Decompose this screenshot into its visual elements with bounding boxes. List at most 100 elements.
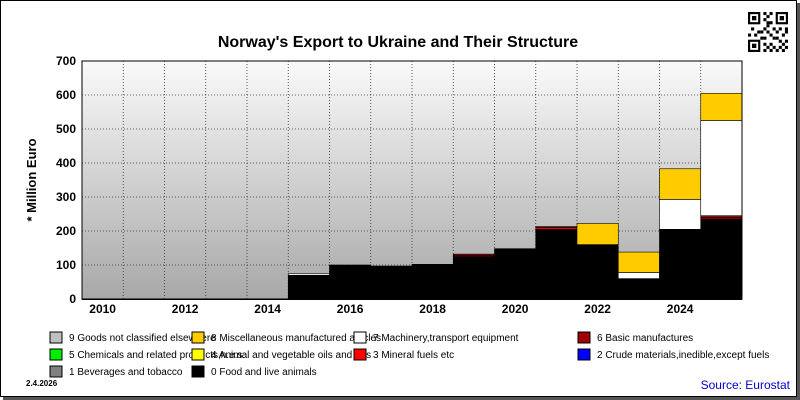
qr-module-30 — [763, 48, 767, 52]
qr-module-7 — [772, 27, 776, 31]
x-tick-2024: 2024 — [667, 302, 694, 316]
bar-2023-series-4 — [617, 251, 660, 273]
y-tick-2: 200 — [56, 224, 76, 238]
legend-label-5: 4 Animal and vegetable oils and fats — [211, 350, 371, 361]
x-axis-line — [82, 299, 742, 300]
qr-module-23 — [784, 39, 788, 43]
legend-swatch-0 — [49, 331, 63, 344]
legend-label-0: 9 Goods not classified elsewhere — [69, 333, 216, 344]
x-tick-labels: 2010 2012 2014 2016 2018 2020 2022 2024 — [89, 302, 694, 316]
y-tick-5: 500 — [56, 122, 76, 136]
y-tick-4: 400 — [56, 156, 76, 170]
qr-module-13 — [754, 33, 758, 37]
bar-2025-series-0 — [700, 218, 743, 300]
legend-swatch-8 — [49, 365, 63, 378]
legend-swatch-5 — [191, 348, 205, 361]
frame-shadow-bottom — [3, 397, 800, 400]
bar-2024-series-0 — [659, 229, 702, 300]
date-stamp: 2.4.2026 — [26, 379, 58, 388]
y-tick-7: 700 — [56, 54, 76, 68]
qr-module-31 — [769, 48, 773, 52]
qr-finder-dot-tl — [752, 16, 757, 21]
legend-label-9: 0 Food and live animals — [211, 367, 317, 378]
qr-module-10 — [751, 27, 755, 31]
bar-2015-series-0 — [287, 274, 330, 300]
qr-finder-dot-bl — [752, 43, 757, 48]
qr-module-35 — [760, 36, 764, 40]
bar-2020-series-0 — [494, 248, 537, 300]
legend-label-8: 1 Beverages and tobacco — [69, 367, 183, 378]
qr-module-24 — [763, 42, 767, 46]
qr-module-28 — [778, 45, 782, 49]
grid-lines — [82, 61, 742, 299]
qr-code-icon — [748, 12, 788, 52]
qr-module-1 — [766, 15, 770, 19]
bar-2021-series-0 — [535, 229, 578, 300]
y-tick-3: 300 — [56, 190, 76, 204]
legend-label-1: 8 Miscellaneous manufactured articles — [211, 333, 381, 344]
bar-2025-series-4 — [700, 93, 743, 121]
bar-2023-series-0 — [617, 278, 660, 300]
qr-module-36 — [775, 36, 779, 40]
qr-module-6 — [763, 27, 767, 31]
legend-swatch-1 — [191, 331, 205, 344]
bar-2018-series-0 — [411, 264, 454, 300]
bar-2019-series-2 — [452, 253, 495, 256]
y-tick-labels: 0 100 200 300 400 500 600 700 — [56, 54, 76, 306]
qr-module-27 — [772, 45, 776, 49]
qr-module-26 — [766, 45, 770, 49]
qr-module-37 — [781, 42, 785, 46]
y-tick-6: 600 — [56, 88, 76, 102]
chart-title: Norway's Export to Ukraine and Their Str… — [218, 34, 578, 51]
y-axis-label: * Million Euro — [24, 138, 39, 221]
legend-swatch-2 — [353, 331, 367, 344]
bar-2021-series-2 — [535, 226, 578, 228]
qr-module-14 — [760, 30, 764, 34]
legend-swatch-9 — [191, 365, 205, 378]
y-tick-0: 0 — [69, 292, 76, 306]
bar-2022-series-0 — [576, 244, 619, 300]
qr-module-3 — [763, 18, 767, 22]
qr-module-12 — [748, 33, 752, 37]
bar-2025-series-3 — [700, 120, 743, 216]
bar-2022-series-4 — [576, 223, 619, 245]
bar-2015-series-3 — [287, 273, 330, 276]
legend-swatch-7 — [577, 348, 591, 361]
bar-2024-series-3 — [659, 199, 702, 230]
source-label: Source: Eurostat — [701, 378, 791, 392]
qr-module-18 — [781, 33, 785, 37]
qr-module-9 — [784, 27, 788, 31]
x-tick-2020: 2020 — [502, 302, 529, 316]
qr-module-17 — [775, 30, 779, 34]
x-tick-2010: 2010 — [89, 302, 116, 316]
bar-2023-series-3 — [617, 272, 660, 279]
qr-module-16 — [769, 33, 773, 37]
x-tick-2018: 2018 — [419, 302, 446, 316]
qr-module-8 — [778, 27, 782, 31]
legend-label-7: 2 Crude materials,inedible,except fuels — [597, 350, 769, 361]
qr-module-32 — [775, 48, 779, 52]
legend-label-6: 3 Mineral fuels etc — [373, 350, 454, 361]
y-tick-1: 100 — [56, 258, 76, 272]
qr-module-29 — [781, 48, 785, 52]
qr-module-25 — [769, 42, 773, 46]
qr-module-4 — [769, 21, 773, 25]
qr-module-2 — [769, 12, 773, 16]
legend-label-3: 6 Basic manufactures — [597, 333, 693, 344]
legend-swatch-4 — [49, 348, 63, 361]
frame-shadow-right — [797, 3, 800, 400]
bar-2017-series-0 — [370, 265, 413, 300]
qr-module-5 — [766, 24, 770, 28]
x-tick-2014: 2014 — [254, 302, 281, 316]
bar-2019-series-0 — [452, 256, 495, 300]
qr-module-0 — [763, 12, 767, 16]
qr-module-34 — [766, 21, 770, 25]
qr-module-21 — [772, 36, 776, 40]
legend-swatch-3 — [577, 331, 591, 344]
bars — [287, 93, 743, 300]
qr-module-15 — [766, 30, 770, 34]
bar-2016-series-0 — [329, 264, 372, 300]
legend-label-4: 5 Chemicals and related products,n.e.s. — [69, 350, 245, 361]
